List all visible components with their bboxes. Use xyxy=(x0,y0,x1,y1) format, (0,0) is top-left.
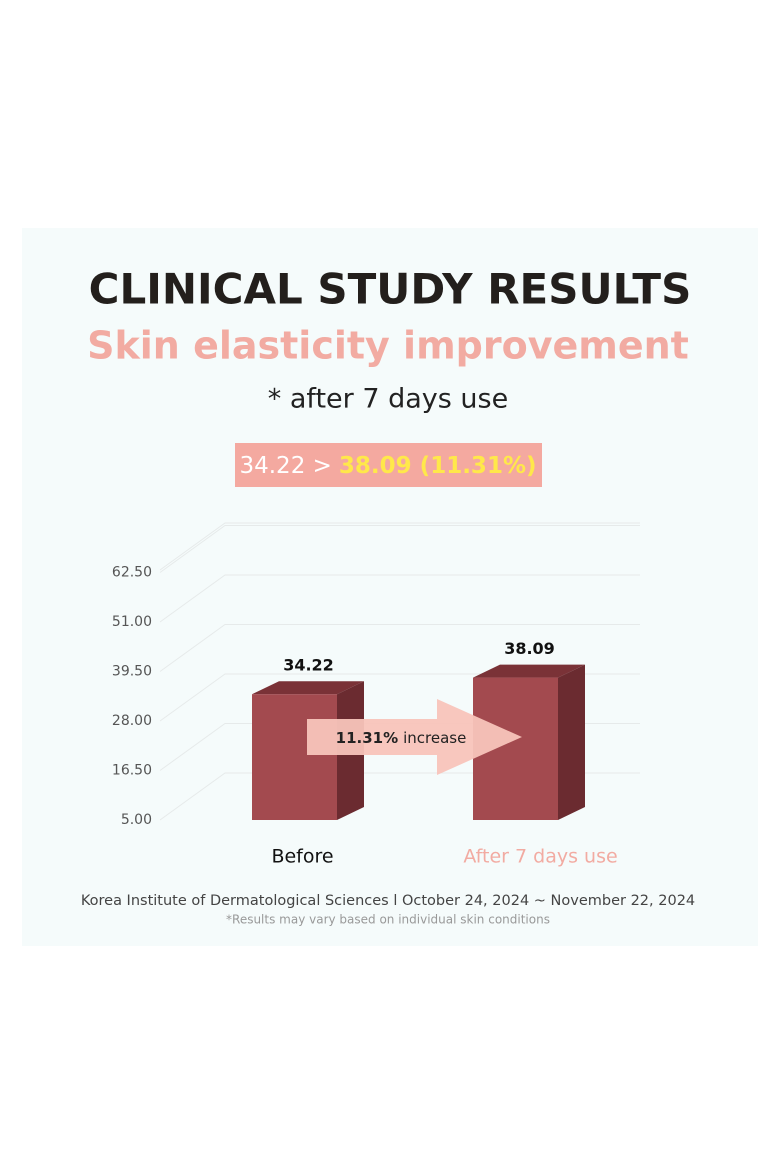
panel xyxy=(22,228,758,946)
y-tick-label: 39.50 xyxy=(112,664,152,680)
grid-line xyxy=(159,525,640,573)
annotation-bold: 11.31% xyxy=(336,729,398,747)
x-tick-label: Before xyxy=(271,846,333,868)
grid-line xyxy=(159,574,640,623)
note: * after 7 days use xyxy=(268,384,508,415)
annotation: 11.31% increase xyxy=(336,729,467,747)
y-tick-label: 51.00 xyxy=(112,614,152,630)
annotation-text: increase xyxy=(403,729,466,747)
value-label: 38.09 xyxy=(504,639,555,658)
bar-side xyxy=(558,664,585,820)
grid-frame xyxy=(159,522,640,571)
chart: 5.00 16.50 28.00 39.50 51.00 62.50 34.22 Before… xyxy=(112,522,640,868)
arrow xyxy=(307,699,522,775)
bar xyxy=(252,694,337,820)
value-label: 34.22 xyxy=(283,656,334,675)
disclaimer: *Results may vary based on individual sk… xyxy=(226,913,550,927)
highlight-box xyxy=(235,443,542,487)
y-tick-label: 28.00 xyxy=(112,713,152,729)
bar-top xyxy=(473,664,585,678)
source: Korea Institute of Dermatological Scienc… xyxy=(81,893,695,909)
title: CLINICAL STUDY RESULTS xyxy=(89,265,692,314)
y-tick-label: 62.50 xyxy=(112,565,152,581)
subtitle: Skin elasticity improvement xyxy=(87,324,689,368)
bar-top xyxy=(252,681,364,695)
highlight: 34.22 > 38.09 (11.31%) xyxy=(239,453,536,479)
y-tick-label: 5.00 xyxy=(121,812,152,828)
y-tick-label: 16.50 xyxy=(112,763,152,779)
x-tick-label: After 7 days use xyxy=(463,846,617,868)
highlight-to: 38.09 (11.31%) xyxy=(339,453,537,479)
highlight-from: 34.22 > xyxy=(239,453,331,479)
grid-line xyxy=(159,624,640,672)
